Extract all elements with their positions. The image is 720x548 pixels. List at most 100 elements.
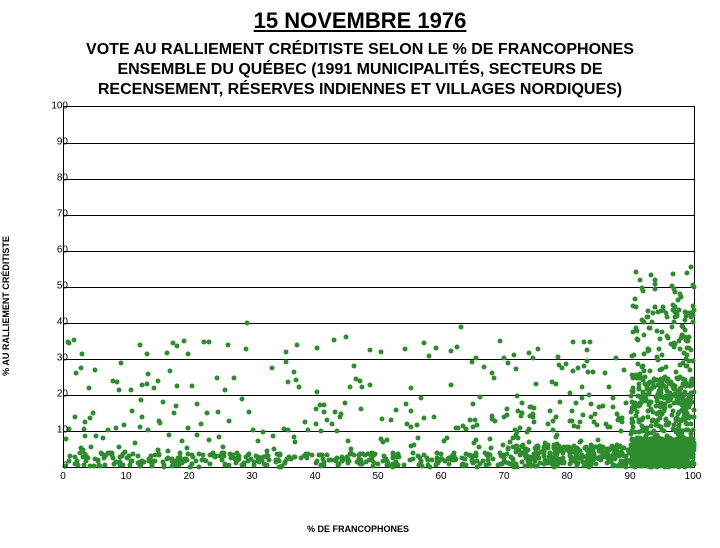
data-point — [138, 425, 143, 430]
data-point — [271, 447, 276, 452]
data-point — [342, 401, 347, 406]
data-point — [293, 378, 298, 383]
x-tick-label: 10 — [120, 471, 131, 482]
data-point — [492, 375, 497, 380]
data-point — [225, 342, 230, 347]
data-point — [112, 461, 117, 466]
data-point — [635, 444, 640, 449]
data-point — [653, 287, 658, 292]
data-point — [591, 369, 596, 374]
data-point — [500, 462, 505, 467]
data-point — [404, 421, 409, 426]
data-point — [610, 404, 615, 409]
data-point — [185, 446, 190, 451]
data-point — [490, 456, 495, 461]
data-point — [683, 404, 688, 409]
data-point — [117, 445, 122, 450]
data-point — [194, 432, 199, 437]
data-point — [329, 457, 334, 462]
data-point — [678, 443, 683, 448]
data-point — [641, 446, 646, 451]
data-point — [251, 427, 256, 432]
data-point — [72, 414, 77, 419]
data-point — [152, 385, 157, 390]
data-point — [245, 321, 250, 326]
data-point — [463, 462, 468, 467]
data-point — [343, 334, 348, 339]
data-point — [207, 339, 212, 344]
chart-subtitle: VOTE AU RALLIEMENT CRÉDITISTE SELON LE %… — [0, 40, 720, 100]
data-point — [659, 453, 664, 458]
data-point — [118, 463, 123, 468]
data-point — [113, 425, 118, 430]
data-point — [674, 369, 679, 374]
data-point — [380, 417, 385, 422]
data-point — [582, 340, 587, 345]
data-point — [226, 462, 231, 467]
data-point — [264, 453, 269, 458]
data-point — [597, 405, 602, 410]
data-point — [504, 413, 509, 418]
data-point — [548, 408, 553, 413]
data-point — [292, 434, 297, 439]
data-point — [505, 407, 510, 412]
data-point — [665, 333, 670, 338]
data-point — [359, 385, 364, 390]
y-tick-label: 40 — [57, 317, 68, 328]
data-point — [598, 455, 603, 460]
data-point — [598, 443, 603, 448]
data-point — [620, 459, 625, 464]
data-point — [589, 401, 594, 406]
data-point — [206, 437, 211, 442]
data-point — [675, 388, 680, 393]
data-point — [560, 366, 565, 371]
data-point — [231, 453, 236, 458]
data-point — [458, 324, 463, 329]
data-point — [149, 462, 154, 467]
data-point — [587, 393, 592, 398]
data-point — [649, 272, 654, 277]
data-point — [659, 367, 664, 372]
data-point — [216, 434, 221, 439]
data-point — [291, 454, 296, 459]
data-point — [515, 430, 520, 435]
data-point — [434, 451, 439, 456]
data-point — [330, 421, 335, 426]
data-point — [580, 384, 585, 389]
data-point — [584, 448, 589, 453]
data-point — [165, 449, 170, 454]
y-tick-label: 30 — [57, 353, 68, 364]
data-point — [139, 415, 144, 420]
data-point — [276, 458, 281, 463]
data-point — [529, 455, 534, 460]
data-point — [686, 413, 691, 418]
data-point — [247, 410, 252, 415]
data-point — [408, 408, 413, 413]
x-tick-label: 20 — [183, 471, 194, 482]
data-point — [536, 456, 541, 461]
data-point — [460, 423, 465, 428]
data-point — [393, 461, 398, 466]
data-point — [640, 390, 645, 395]
data-point — [633, 297, 638, 302]
data-point — [510, 435, 515, 440]
data-point — [105, 428, 110, 433]
data-point — [177, 455, 182, 460]
data-point — [581, 413, 586, 418]
data-point — [630, 452, 635, 457]
data-point — [122, 450, 127, 455]
data-point — [650, 442, 655, 447]
data-point — [320, 463, 325, 468]
y-tick-label: 50 — [57, 281, 68, 292]
data-point — [315, 389, 320, 394]
data-point — [157, 421, 162, 426]
data-point — [197, 452, 202, 457]
data-point — [646, 348, 651, 353]
data-point — [641, 288, 646, 293]
data-point — [530, 355, 535, 360]
subtitle-line-2: ENSEMBLE DU QUÉBEC (1991 MUNICIPALITÉS, … — [117, 61, 602, 78]
data-point — [260, 429, 265, 434]
data-point — [681, 350, 686, 355]
data-point — [251, 463, 256, 468]
data-point — [663, 456, 668, 461]
